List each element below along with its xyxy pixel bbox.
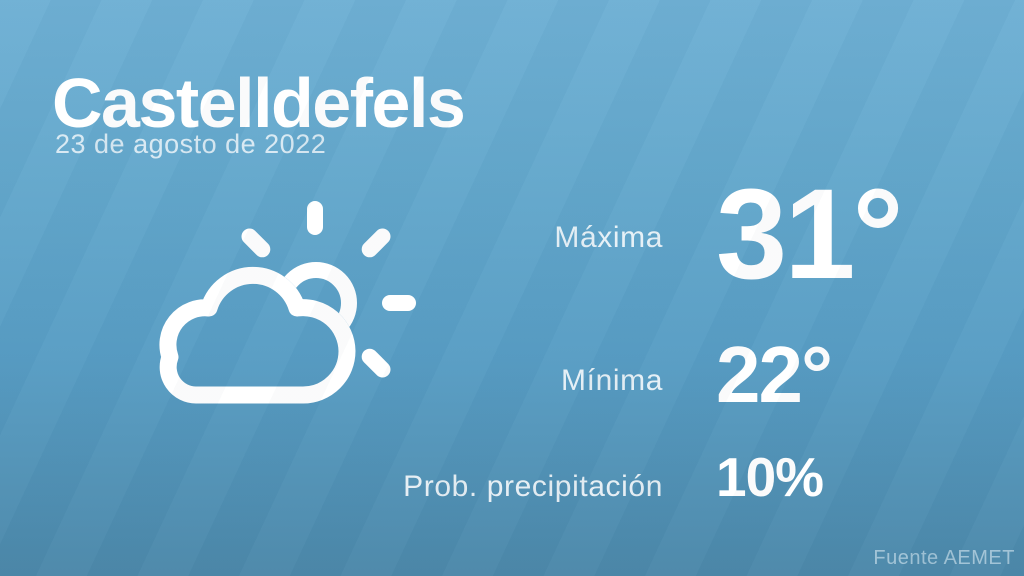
precipitation-value: 10% [716, 446, 824, 508]
min-temp-label: Mínima [561, 364, 663, 397]
min-temp-value: 22° [716, 330, 833, 419]
page-title: Castelldefels [52, 64, 466, 142]
max-temp-value: 31° [716, 163, 904, 306]
sun-ray-top-right [361, 228, 391, 258]
sun-disc [275, 262, 357, 344]
sun-behind-cloud-icon [159, 201, 416, 404]
date-subtitle: 23 de agosto de 2022 [55, 129, 327, 159]
sun-ray-bottom-right [361, 348, 391, 378]
max-temp-label: Máxima [554, 221, 663, 254]
sun-ray-top-left [241, 228, 271, 258]
precipitation-label: Prob. precipitación [403, 470, 663, 503]
source-attribution: Fuente AEMET [873, 547, 1015, 569]
cloud-outline [159, 267, 356, 404]
